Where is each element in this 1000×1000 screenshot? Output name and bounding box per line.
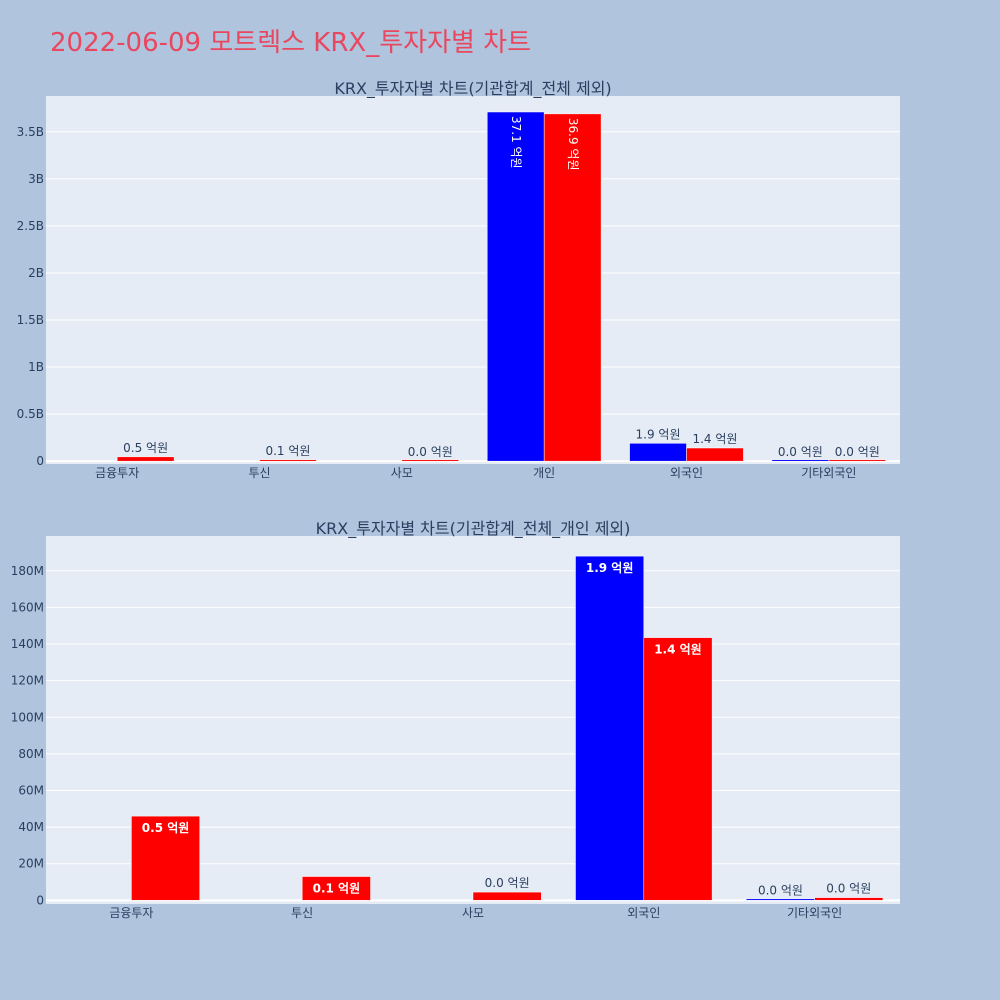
bar [116,456,175,462]
plot-area-1 [46,96,900,464]
bar [575,555,645,901]
data-label: 1.4 억원 [654,643,702,657]
y-tick-label: 100M [11,710,44,724]
x-tick-label: 사모 [391,466,413,480]
y-tick-label: 180M [11,564,44,578]
x-tick-label: 사모 [462,906,484,920]
data-label: 1.9 억원 [586,561,634,575]
y-tick-label: 60M [18,783,44,797]
bar [259,459,317,462]
y-tick-label: 140M [11,637,44,651]
page-title: 2022-06-09 모트렉스 KRX_투자자별 차트 [50,28,532,58]
x-tick-label: 외국인 [627,906,660,920]
x-tick-label: 투신 [248,466,270,480]
y-tick-label: 120M [11,674,44,688]
data-label: 1.9 억원 [636,427,681,441]
y-tick-label: 2.5B [17,219,44,233]
y-tick-label: 0.5B [17,407,44,421]
y-tick-label: 160M [11,600,44,614]
bar [629,443,687,462]
bar [643,637,713,901]
bar [771,459,830,462]
x-tick-label: 금융투자 [95,466,139,480]
x-tick-label: 금융투자 [109,906,153,920]
bar [746,898,815,901]
x-tick-label: 기타외국인 [801,466,856,480]
y-tick-label: 0 [36,893,44,907]
x-tick-label: 외국인 [670,466,703,480]
x-tick-label: 기타외국인 [787,906,842,920]
data-label: 0.0 억원 [485,876,530,890]
chart-title-2: KRX_투자자별 차트(기관합계_전체_개인 제외) [316,519,631,539]
data-label: 36.9 억원 [566,118,580,171]
data-label: 1.4 억원 [692,432,737,446]
data-label: 0.0 억원 [778,445,823,459]
bar [131,815,200,901]
x-tick-label: 투신 [291,906,313,920]
y-tick-label: 80M [18,747,44,761]
data-label: 0.1 억원 [265,444,310,458]
bar [472,891,542,901]
data-label: 0.0 억원 [408,445,453,459]
data-label: 0.5 억원 [142,821,190,835]
y-tick-label: 20M [18,857,44,871]
y-tick-label: 2B [28,266,44,280]
data-label: 37.1 억원 [509,116,523,169]
bar [301,876,371,901]
y-tick-label: 0 [36,454,44,468]
y-tick-label: 1B [28,360,44,374]
y-tick-label: 40M [18,820,44,834]
data-label: 0.0 억원 [758,883,803,897]
bar [828,459,887,462]
data-label: 0.1 억원 [313,882,361,896]
y-tick-label: 1.5B [17,313,44,327]
bar [486,111,545,462]
x-tick-label: 개인 [533,466,555,480]
bar [543,113,602,462]
data-label: 0.5 억원 [123,441,168,455]
chart-title-1: KRX_투자자별 차트(기관합계_전체 제외) [334,79,611,99]
data-label: 0.0 억원 [826,882,871,896]
data-label: 0.0 억원 [835,445,880,459]
bar [401,459,460,462]
bar [814,897,884,901]
y-tick-label: 3B [28,172,44,186]
y-tick-label: 3.5B [17,125,44,139]
bar [686,447,744,462]
